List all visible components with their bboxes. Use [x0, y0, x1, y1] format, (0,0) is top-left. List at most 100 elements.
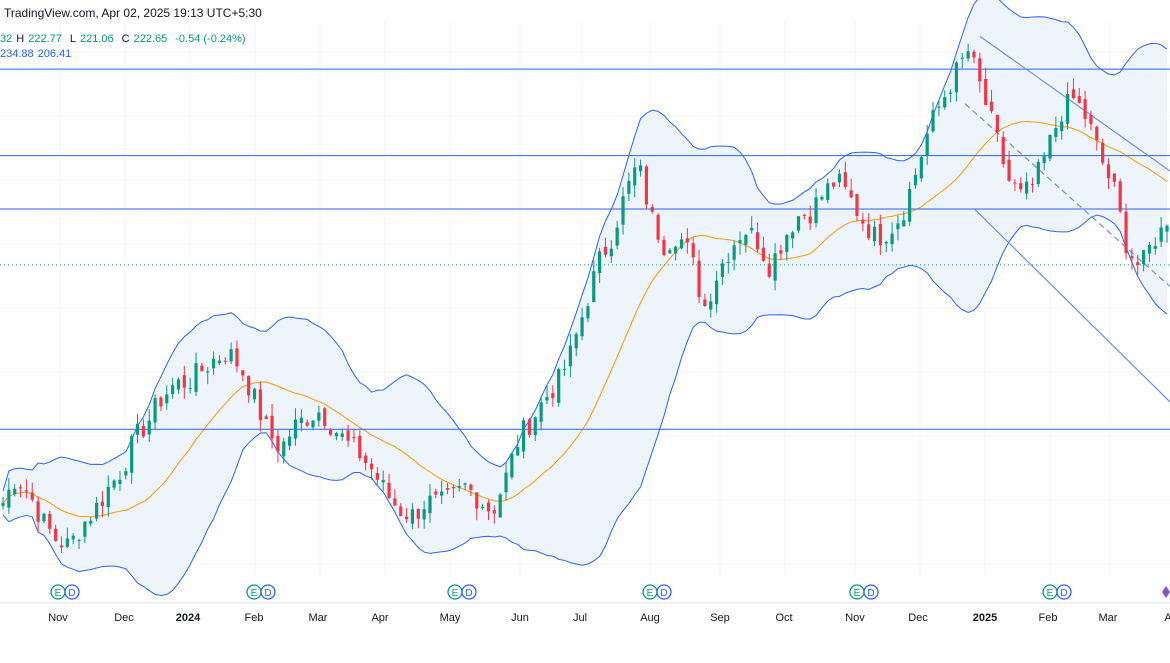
candle-body — [720, 263, 725, 277]
candle-body — [124, 471, 128, 476]
candle-body — [562, 368, 567, 370]
dividend-marker[interactable]: D — [863, 584, 879, 600]
dividend-marker[interactable]: D — [260, 584, 276, 600]
candle — [381, 470, 385, 491]
candle-body — [1060, 121, 1064, 132]
trend-channel[interactable] — [964, 35, 1170, 403]
earnings-marker[interactable]: E — [642, 584, 658, 600]
earnings-marker[interactable]: E — [246, 584, 262, 600]
candle — [346, 424, 350, 447]
candle-body — [264, 416, 268, 420]
candle-body — [1165, 225, 1169, 232]
candle — [352, 428, 356, 443]
dividend-icon[interactable] — [461, 584, 477, 600]
candle-body — [83, 521, 87, 537]
candle — [545, 385, 549, 405]
candle-body — [328, 429, 333, 435]
candle — [908, 181, 912, 226]
candle — [697, 249, 701, 304]
candle-body — [937, 106, 941, 108]
dividend-icon[interactable] — [260, 584, 276, 600]
candle — [422, 500, 426, 529]
horizontal-levels[interactable] — [0, 68, 1170, 430]
candle — [106, 475, 110, 517]
candle-body — [592, 271, 596, 303]
candle-body — [340, 433, 344, 437]
candle — [925, 125, 929, 165]
candle-body — [30, 492, 34, 500]
candle — [878, 214, 882, 255]
candle-body — [112, 480, 116, 488]
candle — [358, 430, 362, 462]
candle — [293, 408, 298, 446]
candle — [30, 482, 34, 502]
dividend-marker[interactable]: D — [461, 584, 477, 600]
candle — [282, 437, 286, 464]
candle — [638, 159, 643, 177]
candle-body — [153, 398, 157, 423]
candle — [7, 478, 11, 514]
candle — [837, 169, 842, 188]
x-tick-label: May — [440, 612, 461, 624]
candle-body — [715, 280, 719, 305]
candle-body — [428, 495, 432, 514]
candle — [77, 538, 81, 549]
earnings-letter: E — [854, 588, 861, 599]
candle-body — [375, 473, 379, 480]
candle — [1042, 152, 1046, 171]
earnings-marker[interactable]: E — [447, 584, 463, 600]
candle — [206, 367, 210, 385]
candle — [533, 416, 537, 442]
candle — [434, 488, 438, 499]
candle-body — [276, 435, 280, 452]
candle-body — [223, 360, 227, 362]
candle — [247, 375, 251, 403]
candle — [919, 155, 923, 182]
dividend-marker[interactable]: D — [64, 584, 80, 600]
candle-body — [229, 349, 233, 362]
event-diamond-icon[interactable] — [1162, 586, 1170, 598]
candle-body — [902, 220, 906, 227]
dividend-icon[interactable] — [64, 584, 80, 600]
candle-body — [931, 110, 935, 132]
candle — [416, 508, 420, 529]
dividend-icon[interactable] — [1056, 584, 1072, 600]
candle — [750, 216, 754, 234]
candle — [258, 381, 262, 432]
channel-lower[interactable] — [974, 209, 1170, 403]
earnings-marker[interactable]: E — [1042, 584, 1058, 600]
candle-body — [831, 182, 836, 187]
channel-upper[interactable] — [979, 35, 1170, 172]
dividend-marker[interactable]: D — [1056, 584, 1072, 600]
dividend-icon[interactable] — [863, 584, 879, 600]
candle-body — [1019, 183, 1023, 190]
candle — [118, 471, 122, 492]
bollinger-legend: 234.88 206.41 — [0, 48, 75, 60]
earnings-marker[interactable]: E — [50, 584, 66, 600]
candle-body — [767, 263, 771, 277]
candle-body — [984, 78, 988, 105]
close-value: 222.65 — [133, 33, 168, 45]
candle-body — [872, 226, 877, 242]
upper-band — [2, 0, 1168, 492]
x-tick-label: 2024 — [176, 612, 201, 624]
x-tick-label: Dec — [908, 612, 928, 624]
candle-body — [475, 492, 479, 509]
candle — [843, 161, 847, 190]
candle-body — [796, 216, 801, 231]
candle — [492, 505, 496, 524]
candle-body — [7, 489, 11, 508]
candle-body — [346, 430, 350, 441]
candle — [691, 237, 695, 265]
candle-body — [878, 223, 882, 246]
channel-mid[interactable] — [964, 103, 1170, 287]
candle — [241, 370, 245, 382]
dividend-marker[interactable]: D — [656, 584, 672, 600]
candle — [475, 492, 479, 521]
candle — [720, 259, 725, 285]
earnings-marker[interactable]: E — [849, 584, 865, 600]
candle — [1106, 158, 1111, 189]
dividend-icon[interactable] — [656, 584, 672, 600]
